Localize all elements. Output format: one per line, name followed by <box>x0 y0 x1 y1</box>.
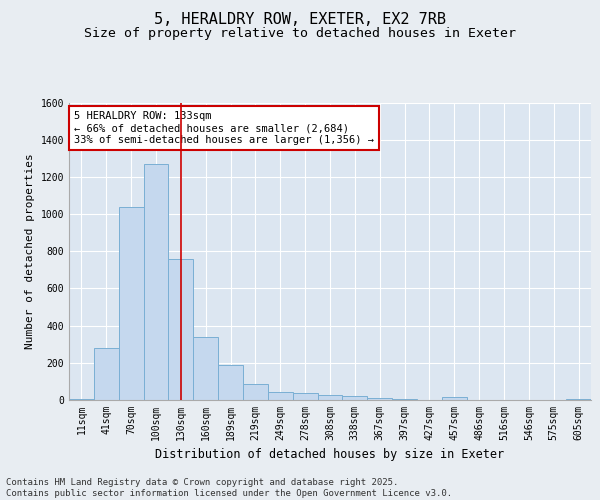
X-axis label: Distribution of detached houses by size in Exeter: Distribution of detached houses by size … <box>155 448 505 462</box>
Bar <box>268 392 293 400</box>
Bar <box>243 384 268 400</box>
Text: Size of property relative to detached houses in Exeter: Size of property relative to detached ho… <box>84 28 516 40</box>
Bar <box>119 206 143 400</box>
Bar <box>367 398 392 400</box>
Bar <box>94 348 119 400</box>
Bar <box>442 397 467 400</box>
Bar <box>69 399 94 400</box>
Text: 5, HERALDRY ROW, EXETER, EX2 7RB: 5, HERALDRY ROW, EXETER, EX2 7RB <box>154 12 446 28</box>
Bar <box>218 364 243 400</box>
Bar <box>343 396 367 400</box>
Bar <box>169 258 193 400</box>
Text: Contains HM Land Registry data © Crown copyright and database right 2025.
Contai: Contains HM Land Registry data © Crown c… <box>6 478 452 498</box>
Y-axis label: Number of detached properties: Number of detached properties <box>25 154 35 349</box>
Text: 5 HERALDRY ROW: 133sqm
← 66% of detached houses are smaller (2,684)
33% of semi-: 5 HERALDRY ROW: 133sqm ← 66% of detached… <box>74 112 374 144</box>
Bar <box>143 164 169 400</box>
Bar <box>293 393 317 400</box>
Bar <box>566 399 591 400</box>
Bar <box>317 395 343 400</box>
Bar <box>193 337 218 400</box>
Bar <box>392 399 417 400</box>
